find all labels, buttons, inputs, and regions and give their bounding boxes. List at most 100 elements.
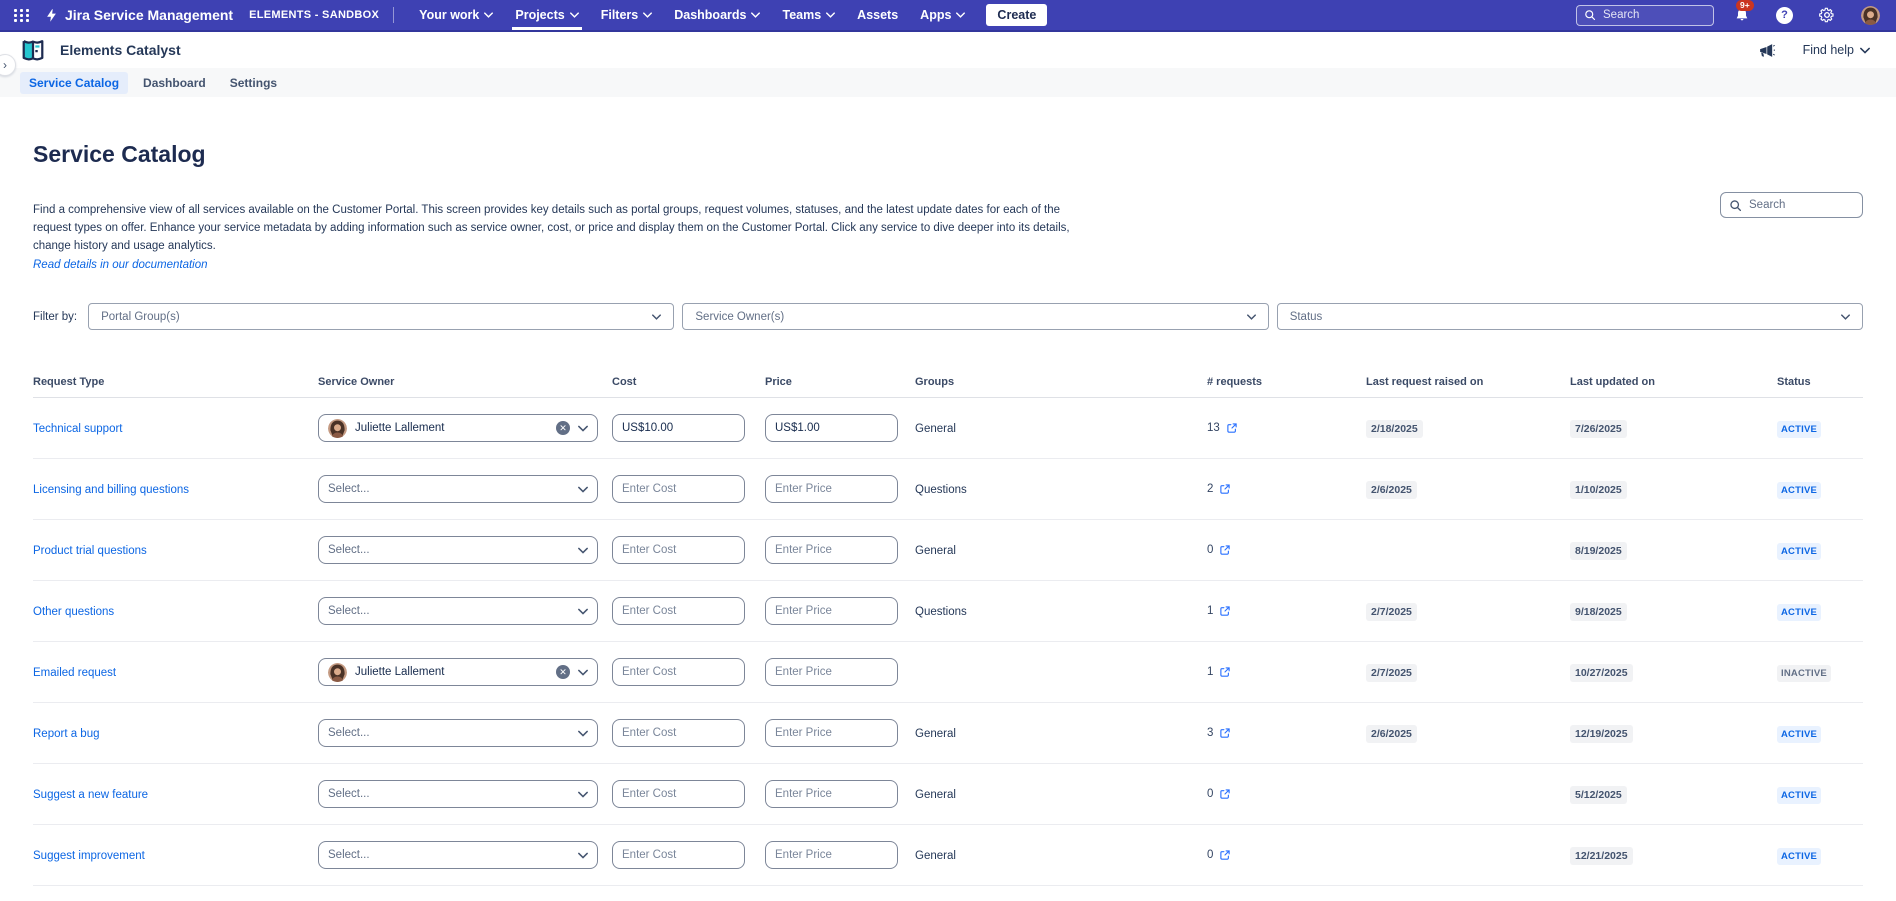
global-search[interactable] xyxy=(1576,4,1714,26)
help-button[interactable]: ? xyxy=(1770,6,1799,24)
last-updated-date: 12/19/2025 xyxy=(1570,724,1633,743)
open-requests-link[interactable] xyxy=(1219,483,1231,495)
price-input[interactable] xyxy=(765,841,898,870)
open-requests-link[interactable] xyxy=(1219,544,1231,556)
announcements-button[interactable] xyxy=(1752,42,1781,59)
request-type-link[interactable]: Report a bug xyxy=(33,728,100,741)
price-input[interactable] xyxy=(765,475,898,504)
open-requests-link[interactable] xyxy=(1219,605,1231,617)
topnav-item-filters[interactable]: Filters xyxy=(590,0,664,30)
table-row: Emailed request Juliette Lallement ✕ 1 xyxy=(33,642,1863,704)
filter-by-label: Filter by: xyxy=(33,310,78,323)
open-requests-link[interactable] xyxy=(1219,727,1231,739)
open-requests-link[interactable] xyxy=(1226,422,1238,434)
service-owner-select[interactable]: Select... xyxy=(318,475,598,504)
owner-name: Select... xyxy=(328,483,370,496)
price-input[interactable] xyxy=(765,536,898,565)
cost-input[interactable] xyxy=(612,780,745,809)
price-input[interactable] xyxy=(765,719,898,748)
request-count-value: 0 xyxy=(1207,849,1214,862)
column-header-last-updated-on: Last updated on xyxy=(1570,376,1655,389)
find-help-button[interactable]: Find help xyxy=(1803,43,1870,57)
price-input[interactable] xyxy=(765,414,898,443)
request-type-link[interactable]: Suggest improvement xyxy=(33,850,145,863)
request-type-link[interactable]: Emailed request xyxy=(33,667,117,680)
product-logo[interactable]: Jira Service Management xyxy=(44,7,233,23)
topnav-item-label: Dashboards xyxy=(674,8,747,22)
open-requests-link[interactable] xyxy=(1219,788,1231,800)
owner-name: Juliette Lallement xyxy=(355,422,445,435)
owner-name: Select... xyxy=(328,727,370,740)
documentation-link[interactable]: Read details in our documentation xyxy=(33,259,208,272)
column-header-price: Price xyxy=(765,376,792,389)
cost-input[interactable] xyxy=(612,719,745,748)
request-count-value: 1 xyxy=(1207,666,1214,679)
cost-input[interactable] xyxy=(612,841,745,870)
settings-button[interactable] xyxy=(1813,7,1841,23)
groups-value: General xyxy=(915,789,956,802)
service-owner-select[interactable]: Select... xyxy=(318,597,598,626)
request-type-link[interactable]: Other questions xyxy=(33,606,115,619)
status-badge: ACTIVE xyxy=(1777,725,1822,743)
chevron-down-icon xyxy=(578,547,588,554)
global-search-input[interactable] xyxy=(1603,9,1706,21)
user-avatar-button[interactable] xyxy=(1855,5,1886,25)
price-input[interactable] xyxy=(765,597,898,626)
service-owner-select[interactable]: Select... xyxy=(318,719,598,748)
catalog-search[interactable] xyxy=(1720,192,1863,218)
tab-service-catalog[interactable]: Service Catalog xyxy=(20,71,129,94)
groups-value: General xyxy=(915,728,956,741)
tab-dashboard[interactable]: Dashboard xyxy=(134,72,215,94)
price-input[interactable] xyxy=(765,658,898,687)
topnav-item-assets[interactable]: Assets xyxy=(846,0,909,30)
request-type-link[interactable]: Product trial questions xyxy=(33,545,147,558)
cost-input[interactable] xyxy=(612,536,745,565)
cost-input[interactable] xyxy=(612,414,745,443)
request-type-link[interactable]: Technical support xyxy=(33,423,123,436)
sidebar-expand-button[interactable]: › xyxy=(0,54,16,76)
last-updated-date: 1/10/2025 xyxy=(1570,480,1627,499)
topnav-item-projects[interactable]: Projects xyxy=(504,0,589,30)
chevron-down-icon xyxy=(1246,314,1256,320)
app-switcher-button[interactable] xyxy=(8,8,36,22)
topnav-item-apps[interactable]: Apps xyxy=(909,0,976,30)
clear-icon[interactable]: ✕ xyxy=(556,665,570,680)
cost-input[interactable] xyxy=(612,658,745,687)
filter-select-status[interactable]: Status xyxy=(1276,303,1863,331)
table-row: Technical support Juliette Lallement ✕ G… xyxy=(33,398,1863,460)
open-requests-link[interactable] xyxy=(1219,849,1231,861)
service-owner-select[interactable]: Juliette Lallement ✕ xyxy=(318,414,598,443)
request-type-link[interactable]: Licensing and billing questions xyxy=(33,484,189,497)
service-owner-select[interactable]: Select... xyxy=(318,841,598,870)
filter-select-service-owner-s[interactable]: Service Owner(s) xyxy=(682,303,1269,331)
cost-input[interactable] xyxy=(612,597,745,626)
topnav-item-label: Assets xyxy=(857,8,899,22)
request-count-value: 13 xyxy=(1207,422,1220,435)
filter-select-portal-group-s[interactable]: Portal Group(s) xyxy=(88,303,675,331)
topnav-item-teams[interactable]: Teams xyxy=(771,0,846,30)
chevron-down-icon xyxy=(578,608,588,615)
topnav-item-your-work[interactable]: Your work xyxy=(408,0,504,30)
app-header: › Elements Catalyst Find help xyxy=(0,32,1896,76)
service-owner-select[interactable]: Select... xyxy=(318,780,598,809)
cost-input[interactable] xyxy=(612,475,745,504)
project-badge[interactable]: ELEMENTS - SANDBOX xyxy=(249,9,380,21)
notifications-button[interactable]: 9+ xyxy=(1728,0,1756,23)
request-type-link[interactable]: Suggest a new feature xyxy=(33,789,149,802)
status-badge: ACTIVE xyxy=(1777,603,1822,621)
catalog-search-input[interactable] xyxy=(1749,199,1854,211)
filter-placeholder: Status xyxy=(1289,310,1323,323)
last-request-date: 2/7/2025 xyxy=(1366,663,1417,682)
clear-icon[interactable]: ✕ xyxy=(556,421,570,436)
tab-settings[interactable]: Settings xyxy=(221,72,286,94)
owner-name: Select... xyxy=(328,605,370,618)
topnav-item-dashboards[interactable]: Dashboards xyxy=(663,0,771,30)
chevron-down-icon xyxy=(956,12,966,18)
service-owner-select[interactable]: Select... xyxy=(318,536,598,565)
notification-count-badge: 9+ xyxy=(1736,0,1754,12)
price-input[interactable] xyxy=(765,780,898,809)
open-requests-link[interactable] xyxy=(1219,666,1231,678)
topnav-item-label: Filters xyxy=(600,8,639,22)
service-owner-select[interactable]: Juliette Lallement ✕ xyxy=(318,658,598,687)
create-button[interactable]: Create xyxy=(986,4,1048,26)
